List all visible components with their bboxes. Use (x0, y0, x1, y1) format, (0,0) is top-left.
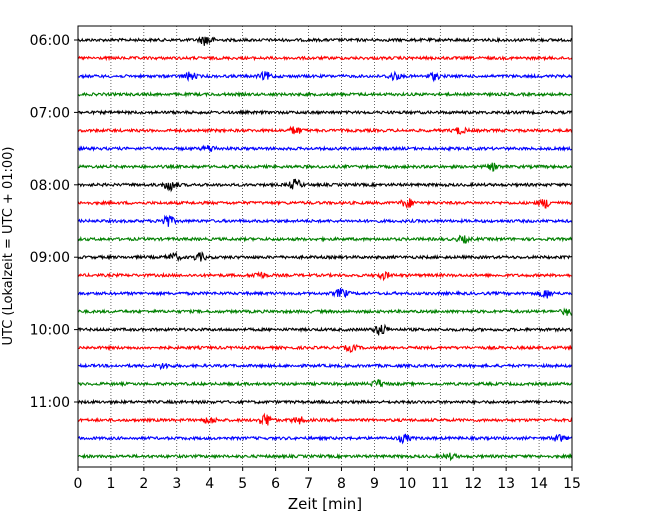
x-tick-label: 14 (530, 476, 548, 492)
x-tick-label: 7 (304, 476, 313, 492)
trace-line (77, 70, 573, 83)
trace-line (77, 412, 573, 426)
y-tick-label: 11:00 (30, 395, 70, 411)
y-tick-label: 08:00 (30, 178, 70, 194)
trace-line (77, 251, 573, 263)
trace-line (77, 287, 573, 299)
x-tick-label: 0 (74, 476, 83, 492)
x-tick-label: 3 (172, 476, 181, 492)
trace-line (77, 378, 573, 388)
x-tick-label: 6 (271, 476, 280, 492)
trace-line (77, 109, 573, 116)
x-axis-ticks: 0 1 2 3 4 5 6 7 8 9 10 11 12 13 14 15 (74, 467, 581, 492)
x-tick-label: 1 (106, 476, 115, 492)
x-tick-label: 2 (139, 476, 148, 492)
trace-line (77, 307, 573, 316)
trace-line (77, 36, 573, 46)
x-tick-label: 11 (431, 476, 449, 492)
trace-line (77, 54, 573, 62)
trace-line (77, 343, 573, 354)
trace-line (77, 452, 573, 462)
trace-lines (77, 36, 573, 462)
trace-line (77, 398, 573, 406)
x-tick-label: 8 (337, 476, 346, 492)
trace-line (77, 178, 573, 193)
trace-line (77, 362, 573, 371)
trace-line (77, 214, 573, 227)
x-tick-label: 12 (464, 476, 482, 492)
trace-line (77, 234, 573, 244)
trace-line (77, 198, 573, 210)
y-tick-label: 10:00 (30, 323, 70, 339)
trace-line (77, 433, 573, 445)
x-axis-title: Zeit [min] (288, 495, 362, 513)
trace-line (77, 91, 573, 98)
y-tick-label: 06:00 (30, 33, 70, 49)
trace-line (77, 144, 573, 153)
x-tick-label: 10 (398, 476, 416, 492)
x-tick-label: 13 (497, 476, 515, 492)
trace-line (77, 323, 573, 336)
x-tick-label: 9 (370, 476, 379, 492)
trace-line (77, 270, 573, 282)
y-axis-title: UTC (Lokalzeit = UTC + 01:00) (1, 147, 16, 346)
y-tick-label: 09:00 (30, 250, 70, 266)
trace-line (77, 162, 573, 172)
plot-frame (77, 25, 573, 468)
trace-line (77, 125, 573, 135)
x-tick-label: 5 (238, 476, 247, 492)
y-axis-ticks: 06:00 07:00 08:00 09:00 10:00 11:00 (30, 33, 78, 411)
y-tick-label: 07:00 (30, 105, 70, 121)
x-tick-label: 4 (205, 476, 214, 492)
x-tick-label: 15 (563, 476, 581, 492)
